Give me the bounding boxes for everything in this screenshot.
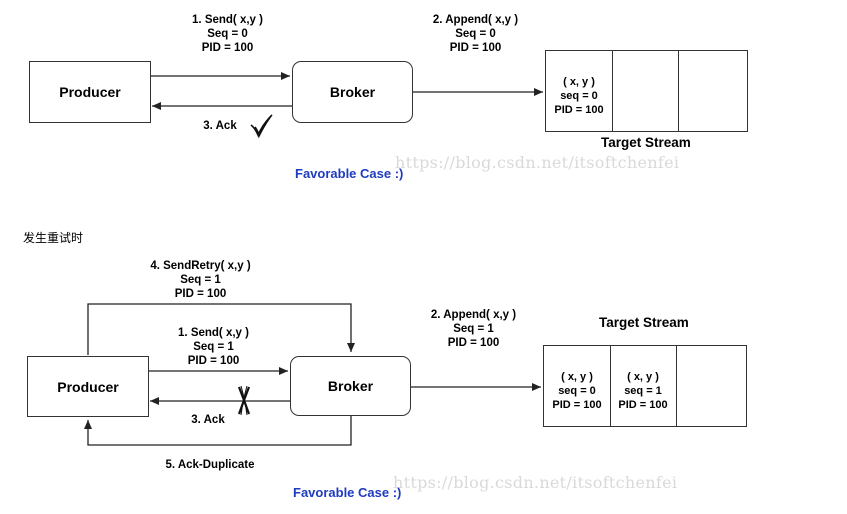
section-heading: 发生重试时 xyxy=(23,231,84,245)
top-watermark: https://blog.csdn.net/itsoftchenfei xyxy=(395,153,680,172)
bottom-producer-box: Producer xyxy=(27,356,149,417)
bottom-retry-path xyxy=(87,303,355,355)
bottom-send-label: 1. Send( x,y ) Seq = 1 PID = 100 xyxy=(178,327,249,367)
bottom-stream-title: Target Stream xyxy=(599,315,689,330)
bottom-ack-label: 3. Ack xyxy=(191,414,225,426)
bottom-watermark: https://blog.csdn.net/itsoftchenfei xyxy=(393,473,678,492)
bottom-stream-cell-3 xyxy=(676,345,747,427)
checkmark-icon xyxy=(250,114,273,139)
top-append-label: 2. Append( x,y ) Seq = 0 PID = 100 xyxy=(432,14,519,54)
bottom-append-label: 2. Append( x,y ) Seq = 1 PID = 100 xyxy=(430,309,517,349)
bottom-stream-record-2: ( x, y ) seq = 1 PID = 100 xyxy=(618,371,668,411)
bottom-dup-label: 5. Ack-Duplicate xyxy=(165,459,255,471)
top-favorable-caption: Favorable Case :) xyxy=(295,166,404,181)
top-stream-record: ( x, y ) seq = 0 PID = 100 xyxy=(554,76,604,116)
bottom-favorable-caption: Favorable Case :) xyxy=(293,485,402,500)
top-stream-cell-3 xyxy=(678,50,748,132)
top-stream-title: Target Stream xyxy=(601,135,691,150)
bottom-stream-record-1: ( x, y ) seq = 0 PID = 100 xyxy=(552,371,602,411)
bottom-dup-path xyxy=(84,416,352,446)
bottom-retry-label: 4. SendRetry( x,y ) Seq = 1 PID = 100 xyxy=(150,260,251,300)
top-producer-box: Producer xyxy=(29,61,151,123)
top-send-label: 1. Send( x,y ) Seq = 0 PID = 100 xyxy=(192,14,263,54)
top-ack-label: 3. Ack xyxy=(203,120,237,132)
top-broker-box: Broker xyxy=(292,61,413,123)
bottom-broker-box: Broker xyxy=(290,356,411,416)
top-stream-cell-2 xyxy=(612,50,679,132)
cross-icon xyxy=(237,385,251,416)
